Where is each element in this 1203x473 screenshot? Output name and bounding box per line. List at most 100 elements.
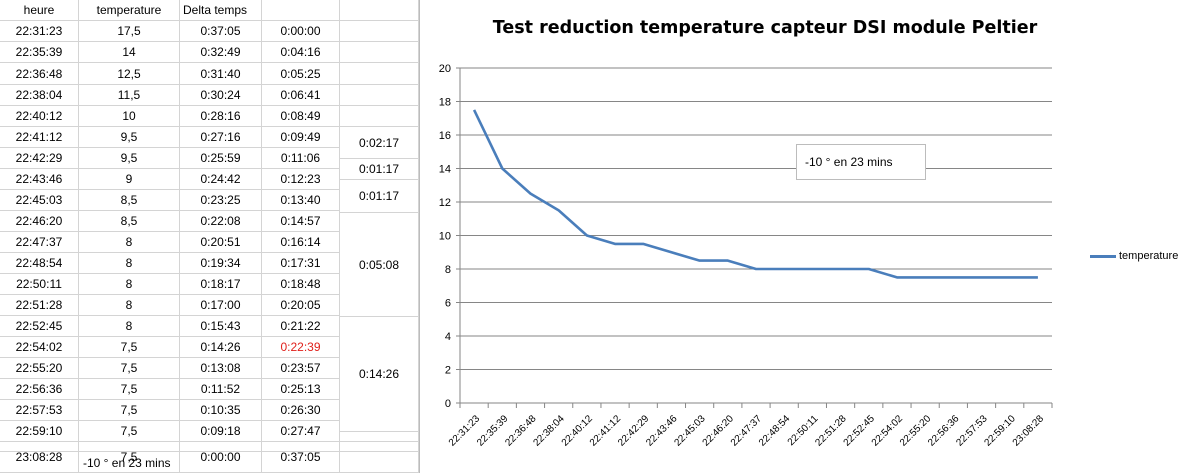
empty-cell[interactable] [340,42,419,63]
table-cell[interactable]: 0:20:51 [180,232,262,253]
table-cell[interactable]: 0:21:22 [262,316,340,337]
table-cell[interactable]: 0:08:49 [262,106,340,127]
table-cell[interactable]: 0:28:16 [180,106,262,127]
table-cell[interactable]: 0:19:34 [180,253,262,274]
table-cell[interactable]: 0:04:16 [262,42,340,63]
table-cell[interactable]: 0:30:24 [180,85,262,106]
empty-cell[interactable] [180,442,262,452]
empty-cell[interactable] [0,442,79,452]
table-cell[interactable]: 0:25:13 [262,379,340,400]
empty-cell[interactable] [340,421,419,442]
table-cell[interactable]: 0:14:57 [262,211,340,232]
table-cell[interactable]: 10 [79,106,180,127]
table-cell[interactable]: 8 [79,295,180,316]
table-cell[interactable]: 0:15:43 [180,316,262,337]
table-cell[interactable]: 8 [79,253,180,274]
table-cell[interactable]: 22:47:37 [0,232,79,253]
empty-cell[interactable] [340,21,419,42]
table-cell[interactable]: 0:24:42 [180,169,262,190]
table-cell[interactable]: 22:38:04 [0,85,79,106]
table-cell[interactable]: 0:11:06 [262,148,340,169]
empty-cell[interactable] [79,442,180,452]
table-cell[interactable]: 0:13:40 [262,190,340,211]
table-cell[interactable]: 0:13:08 [180,358,262,379]
table-cell[interactable]: 9,5 [79,148,180,169]
table-cell[interactable]: 12,5 [79,63,180,85]
table-cell[interactable]: 7,5 [79,400,180,421]
table-cell[interactable]: 7,5 [79,337,180,358]
table-cell[interactable]: 22:59:10 [0,421,79,442]
table-cell[interactable]: 22:52:45 [0,316,79,337]
table-cell[interactable]: 0:25:59 [180,148,262,169]
table-cell[interactable]: 0:17:00 [180,295,262,316]
empty-cell[interactable] [262,442,340,452]
table-cell[interactable]: 22:55:20 [0,358,79,379]
header-cell[interactable]: heure [0,0,79,21]
table-cell[interactable]: 0:14:26 [180,337,262,358]
table-cell[interactable]: 14 [79,42,180,63]
table-cell[interactable]: 0:09:18 [180,421,262,442]
table-cell[interactable]: 22:54:02 [0,337,79,358]
table-cell[interactable]: 0:32:49 [180,42,262,63]
table-cell[interactable]: 22:35:39 [0,42,79,63]
table-cell[interactable]: 0:11:52 [180,379,262,400]
table-cell[interactable]: 0:27:47 [262,421,340,442]
empty-cell[interactable] [340,442,419,452]
empty-cell[interactable] [0,452,79,473]
table-cell[interactable]: 8 [79,274,180,295]
table-cell[interactable]: 0:00:00 [262,21,340,42]
table-cell[interactable]: 22:50:11 [0,274,79,295]
table-cell[interactable]: 8,5 [79,211,180,232]
table-cell[interactable]: 0:06:41 [262,85,340,106]
table-cell[interactable]: 22:42:29 [0,148,79,169]
table-cell[interactable]: 7,5 [79,421,180,442]
table-cell[interactable]: 0:10:35 [180,400,262,421]
chart-annotation[interactable]: -10 ° en 23 mins [796,144,926,180]
table-cell[interactable]: 0:31:40 [180,63,262,85]
table-cell[interactable]: 11,5 [79,85,180,106]
header-cell[interactable]: Delta temps [180,0,262,21]
table-cell[interactable]: 7,5 [79,379,180,400]
table-cell[interactable]: 0:16:14 [262,232,340,253]
table-cell[interactable]: 22:48:54 [0,253,79,274]
table-cell[interactable]: 0:22:08 [180,211,262,232]
merged-interval-cell[interactable]: 0:01:17 [340,180,418,213]
merged-interval-cell[interactable]: 0:02:17 [340,127,418,159]
table-cell[interactable]: 0:23:57 [262,358,340,379]
table-cell[interactable]: 0:37:05 [180,21,262,42]
table-cell[interactable]: 8,5 [79,190,180,211]
chart-panel[interactable]: Test reduction temperature capteur DSI m… [419,0,1203,473]
table-cell[interactable]: 22:46:20 [0,211,79,232]
table-cell[interactable]: 0:18:48 [262,274,340,295]
empty-cell[interactable] [340,85,419,106]
empty-cell[interactable] [180,452,262,473]
table-cell[interactable]: 22:36:48 [0,63,79,85]
table-cell[interactable]: 0:17:31 [262,253,340,274]
table-cell[interactable]: 0:18:17 [180,274,262,295]
table-cell[interactable]: 22:45:03 [0,190,79,211]
table-cell[interactable]: 0:20:05 [262,295,340,316]
table-cell[interactable]: 9,5 [79,127,180,148]
table-cell[interactable]: 0:22:39 [262,337,340,358]
table-cell[interactable]: 17,5 [79,21,180,42]
table-cell[interactable]: 0:23:25 [180,190,262,211]
table-cell[interactable]: 9 [79,169,180,190]
table-cell[interactable]: 0:26:30 [262,400,340,421]
header-cell[interactable]: temperature [79,0,180,21]
merged-interval-cell[interactable]: 0:14:26 [340,317,418,432]
table-cell[interactable]: 8 [79,316,180,337]
header-cell[interactable] [262,0,340,21]
table-cell[interactable]: 22:56:36 [0,379,79,400]
table-cell[interactable]: 8 [79,232,180,253]
empty-cell[interactable] [340,452,419,473]
empty-cell[interactable] [340,106,419,127]
table-cell[interactable]: 0:27:16 [180,127,262,148]
merged-interval-cell[interactable]: 0:01:17 [340,159,418,180]
empty-cell[interactable] [262,452,340,473]
empty-cell[interactable] [340,63,419,85]
header-cell[interactable] [340,0,419,21]
table-cell[interactable]: 22:51:28 [0,295,79,316]
table-cell[interactable]: 0:12:23 [262,169,340,190]
table-cell[interactable]: 22:43:46 [0,169,79,190]
table-cell[interactable]: 22:31:23 [0,21,79,42]
